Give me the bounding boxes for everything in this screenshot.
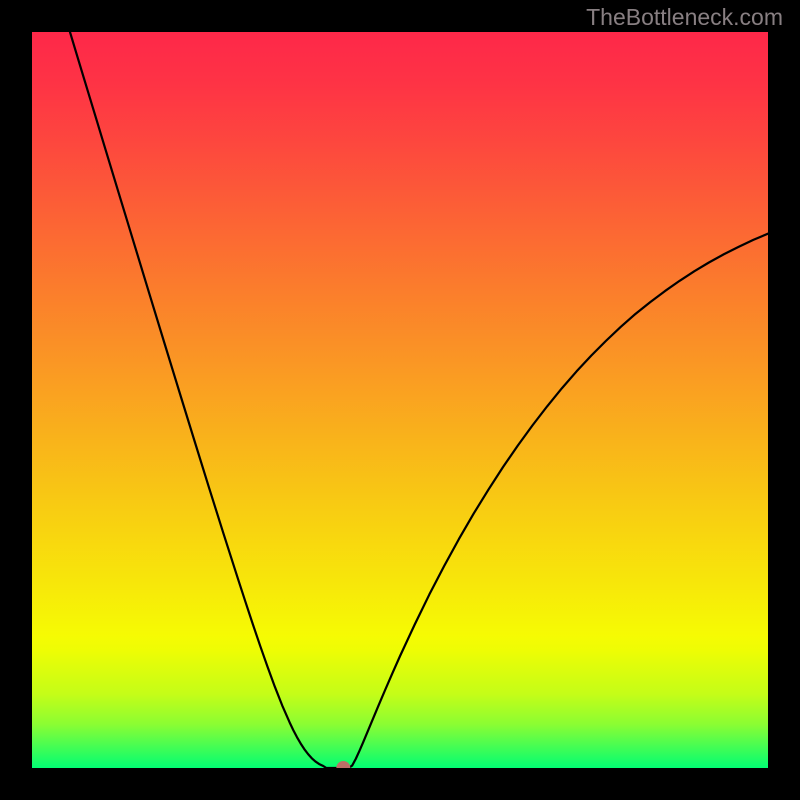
plot-area	[32, 32, 768, 768]
watermark-text: TheBottleneck.com	[586, 4, 783, 31]
plot-svg	[32, 32, 768, 768]
figure-root: { "figure": { "width_px": 800, "height_p…	[0, 0, 800, 800]
